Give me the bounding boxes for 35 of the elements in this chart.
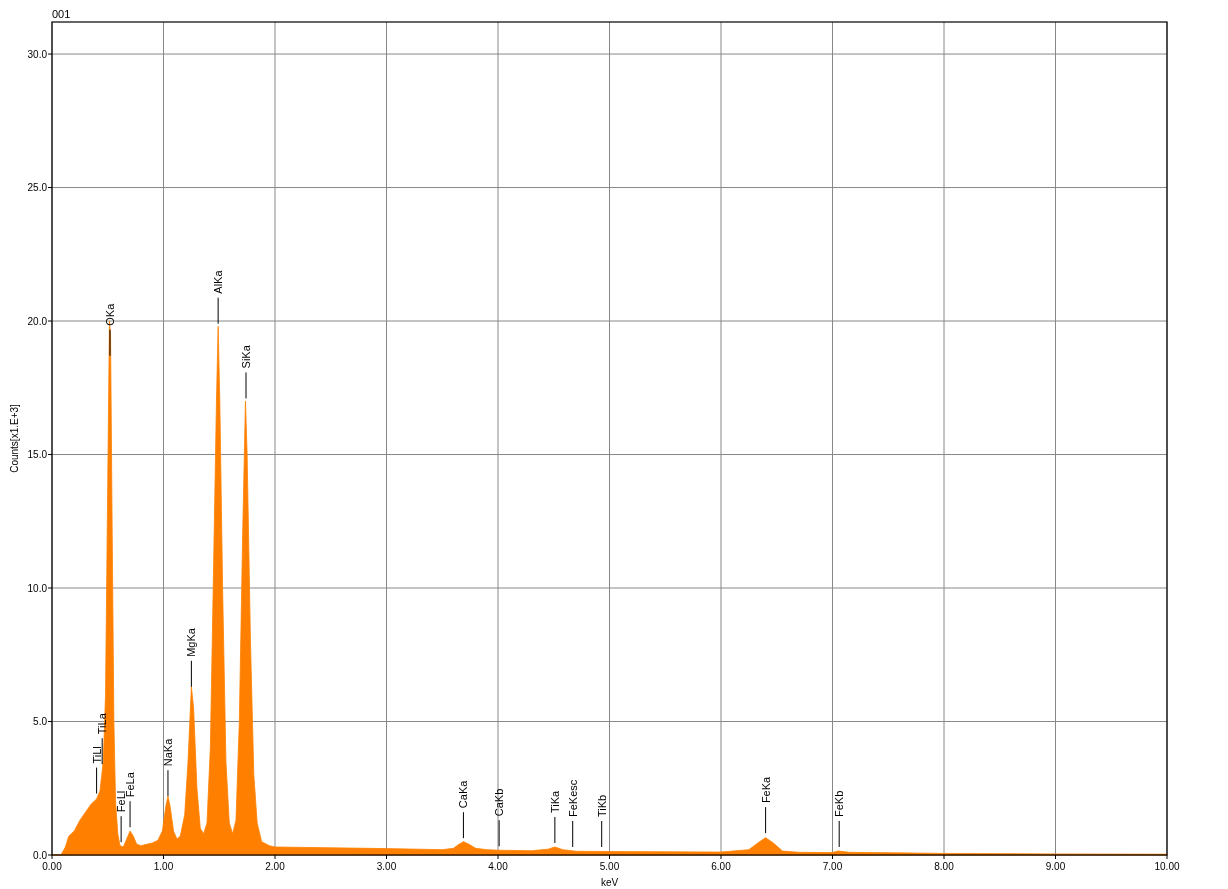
x-tick-label: 1.00 — [153, 861, 174, 872]
x-tick-label: 3.00 — [376, 861, 397, 872]
annotation: MgKa — [185, 627, 198, 657]
x-tick-label: 0.00 — [42, 861, 63, 872]
y-tick-label: 30.0 — [27, 48, 48, 60]
annotation: TiLl — [90, 746, 103, 764]
annotation: CaKb — [493, 788, 506, 817]
y-tick-label: 0.0 — [33, 849, 48, 861]
x-tick-label: 9.00 — [1045, 861, 1066, 872]
annotation: FeKa — [759, 775, 772, 804]
annotation: TiKb — [595, 794, 608, 817]
annotation: TiLa — [96, 712, 109, 735]
annotation: OKa — [103, 302, 116, 326]
annotation: FeKesc — [566, 779, 579, 817]
x-tick-label: 6.00 — [711, 861, 732, 872]
y-tick-label: 5.0 — [33, 716, 48, 728]
x-tick-label: 2.00 — [265, 861, 286, 872]
x-tick-label: 4.00 — [488, 861, 509, 872]
annotation: SiKa — [240, 344, 253, 369]
x-axis-title: keV — [600, 877, 619, 888]
annotation: NaKa — [161, 737, 174, 767]
y-tick-label: 20.0 — [27, 315, 48, 327]
annotation: FeKb — [833, 790, 846, 817]
y-tick-label: 15.0 — [27, 449, 48, 461]
y-tick-label: 25.0 — [27, 182, 48, 194]
annotation: TiKa — [548, 789, 561, 813]
chart-title: 001 — [52, 8, 71, 20]
x-tick-label: 10.00 — [1154, 861, 1180, 872]
annotation: CaKa — [457, 779, 470, 809]
y-tick-label: 10.0 — [27, 582, 48, 594]
y-axis-title: Counts[x1.E+3] — [8, 403, 20, 473]
x-tick-label: 8.00 — [934, 861, 955, 872]
x-tick-label: 7.00 — [822, 861, 843, 872]
annotation: AlKa — [212, 269, 225, 294]
x-tick-label: 5.00 — [599, 861, 620, 872]
